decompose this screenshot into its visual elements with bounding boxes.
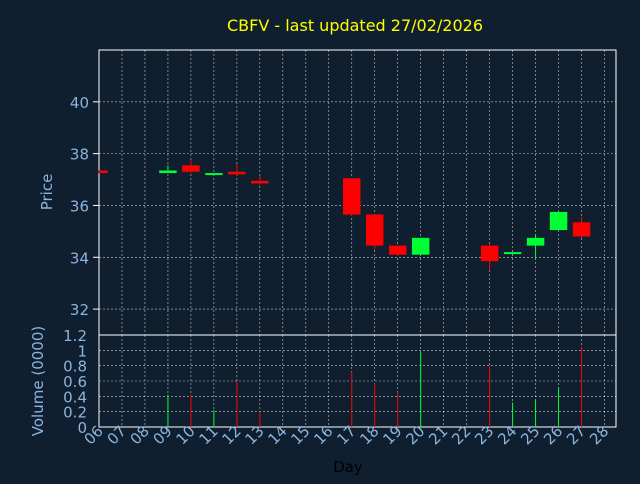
- volume-axis-label: Volume (0000): [29, 326, 47, 436]
- candle-body-down: [366, 214, 384, 246]
- plot-frames: [98, 49, 617, 428]
- price-tick-label: 40: [70, 94, 89, 112]
- volume-tick-label: 0.4: [63, 388, 87, 406]
- volume-plot-frame: [98, 334, 617, 428]
- candle-body-down: [99, 170, 108, 174]
- candle-body-down: [228, 171, 246, 175]
- x-axis-label: Day: [333, 458, 363, 476]
- candle-body-up: [159, 170, 177, 174]
- candle-body-up: [503, 252, 522, 255]
- volume-tick-label: 0.6: [63, 373, 87, 391]
- volume-tick-label: 0: [77, 419, 87, 437]
- volume-bars: [167, 347, 583, 427]
- tick-labels: 323436384000.20.40.60.811.20607080910111…: [63, 94, 612, 449]
- price-tick-label: 36: [70, 197, 89, 215]
- candle-body-up: [549, 211, 568, 231]
- volume-tick-label: 0.8: [63, 358, 87, 376]
- candles: [98, 160, 591, 271]
- candle-body-down: [388, 245, 407, 255]
- candle-body-down: [480, 245, 499, 262]
- candle-body-down: [343, 178, 361, 215]
- candle-body-up: [411, 237, 430, 255]
- price-tick-label: 38: [70, 146, 89, 164]
- price-tick-label: 32: [70, 301, 89, 319]
- volume-tick-label: 1.2: [63, 327, 87, 345]
- chart-title: CBFV - last updated 27/02/2026: [227, 16, 483, 35]
- volume-tick-label: 1: [77, 342, 87, 360]
- x-tick-label: 28: [586, 422, 612, 448]
- price-axis-label: Price: [38, 174, 56, 211]
- candle-body-down: [572, 222, 591, 237]
- volume-tick-label: 0.2: [63, 404, 87, 422]
- candle-body-down: [251, 180, 269, 184]
- candle-body-up: [205, 173, 223, 176]
- candle-body-up: [526, 237, 545, 246]
- candle-body-down: [182, 165, 200, 172]
- price-tick-label: 34: [70, 249, 89, 267]
